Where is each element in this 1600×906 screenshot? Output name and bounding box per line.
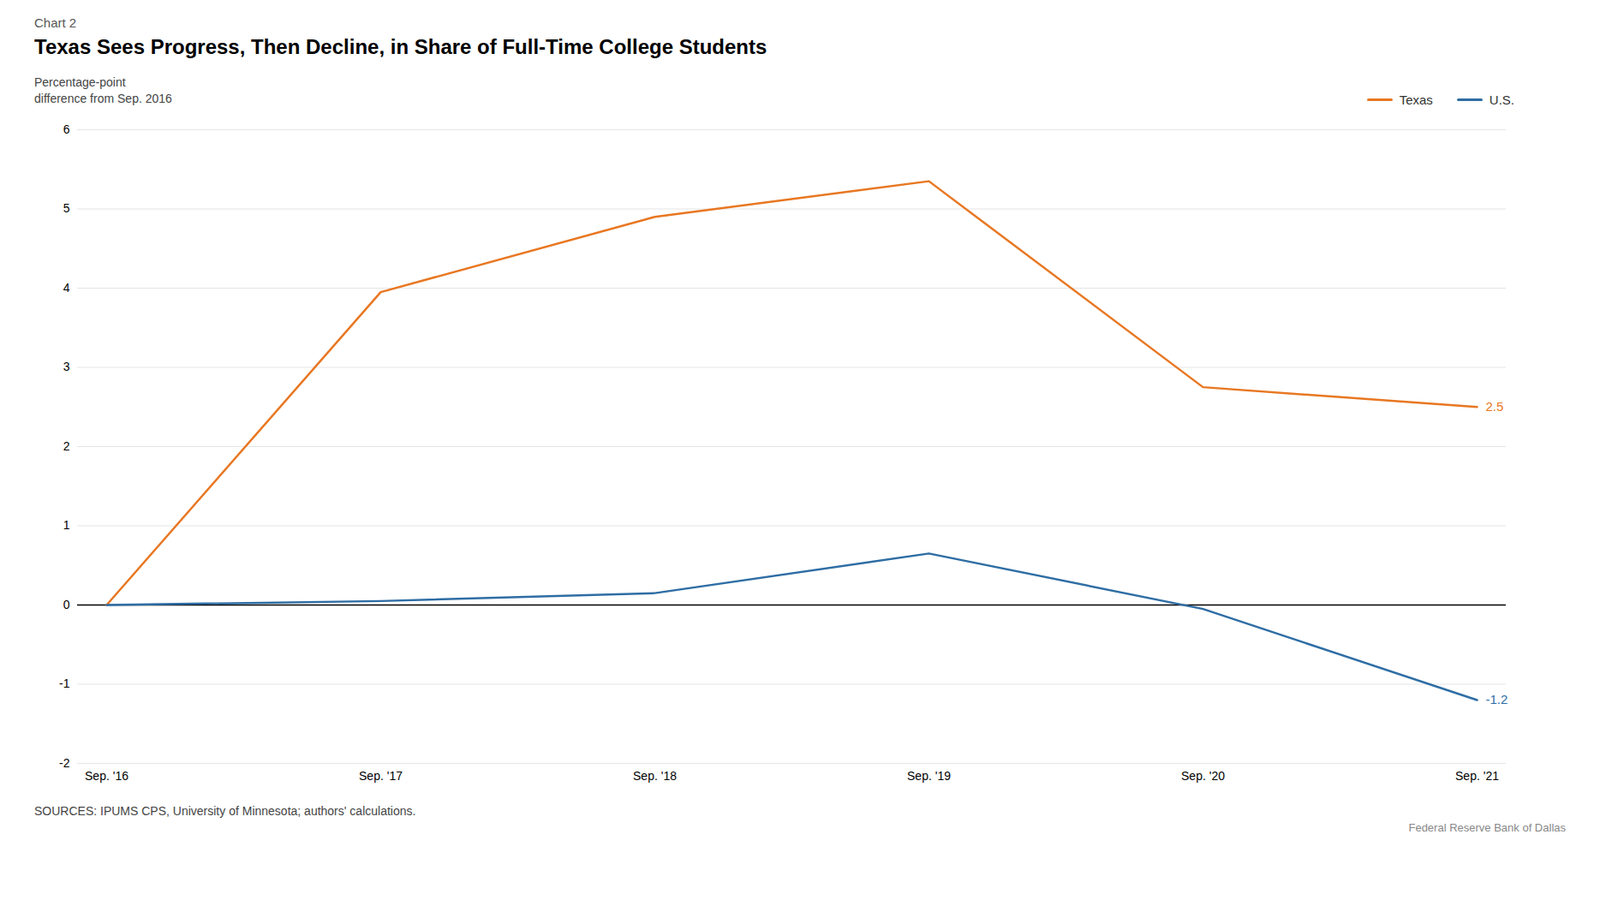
svg-text:Sep. '19: Sep. '19 xyxy=(907,769,951,783)
html-text:U.S.: U.S. xyxy=(1489,92,1515,107)
html-text:Federal Reserve Bank of Dallas: Federal Reserve Bank of Dallas xyxy=(1408,821,1566,835)
html-text:Chart 2: Chart 2 xyxy=(34,15,77,30)
svg-text:0: 0 xyxy=(63,597,71,612)
svg-text:3: 3 xyxy=(63,359,71,374)
svg-text:-1.2: -1.2 xyxy=(1486,692,1509,707)
svg-text:4: 4 xyxy=(63,280,71,295)
html-text:SOURCES: IPUMS CPS, University: SOURCES: IPUMS CPS, University of Minnes… xyxy=(34,804,416,818)
svg-text:2.5: 2.5 xyxy=(1486,399,1505,414)
svg-text:Sep. '17: Sep. '17 xyxy=(358,769,403,783)
svg-text:Sep. '18: Sep. '18 xyxy=(632,769,677,783)
svg-text:5: 5 xyxy=(63,201,71,215)
svg-text:6: 6 xyxy=(63,122,71,137)
svg-text:-2: -2 xyxy=(59,756,71,771)
svg-text:2: 2 xyxy=(63,439,71,454)
html-text:Texas Sees Progress, Then Decl: Texas Sees Progress, Then Decline, in Sh… xyxy=(34,35,767,59)
svg-text:Sep. '21: Sep. '21 xyxy=(1455,769,1499,783)
html-text:Percentage-point: Percentage-point xyxy=(34,75,126,90)
svg-text:Sep. '20: Sep. '20 xyxy=(1181,769,1225,783)
html-text:Texas: Texas xyxy=(1399,92,1433,107)
svg-text:1: 1 xyxy=(63,518,71,532)
svg-text:-1: -1 xyxy=(59,676,71,691)
svg-text:Sep. '16: Sep. '16 xyxy=(84,769,129,783)
html-text:difference from Sep. 2016: difference from Sep. 2016 xyxy=(34,91,172,106)
